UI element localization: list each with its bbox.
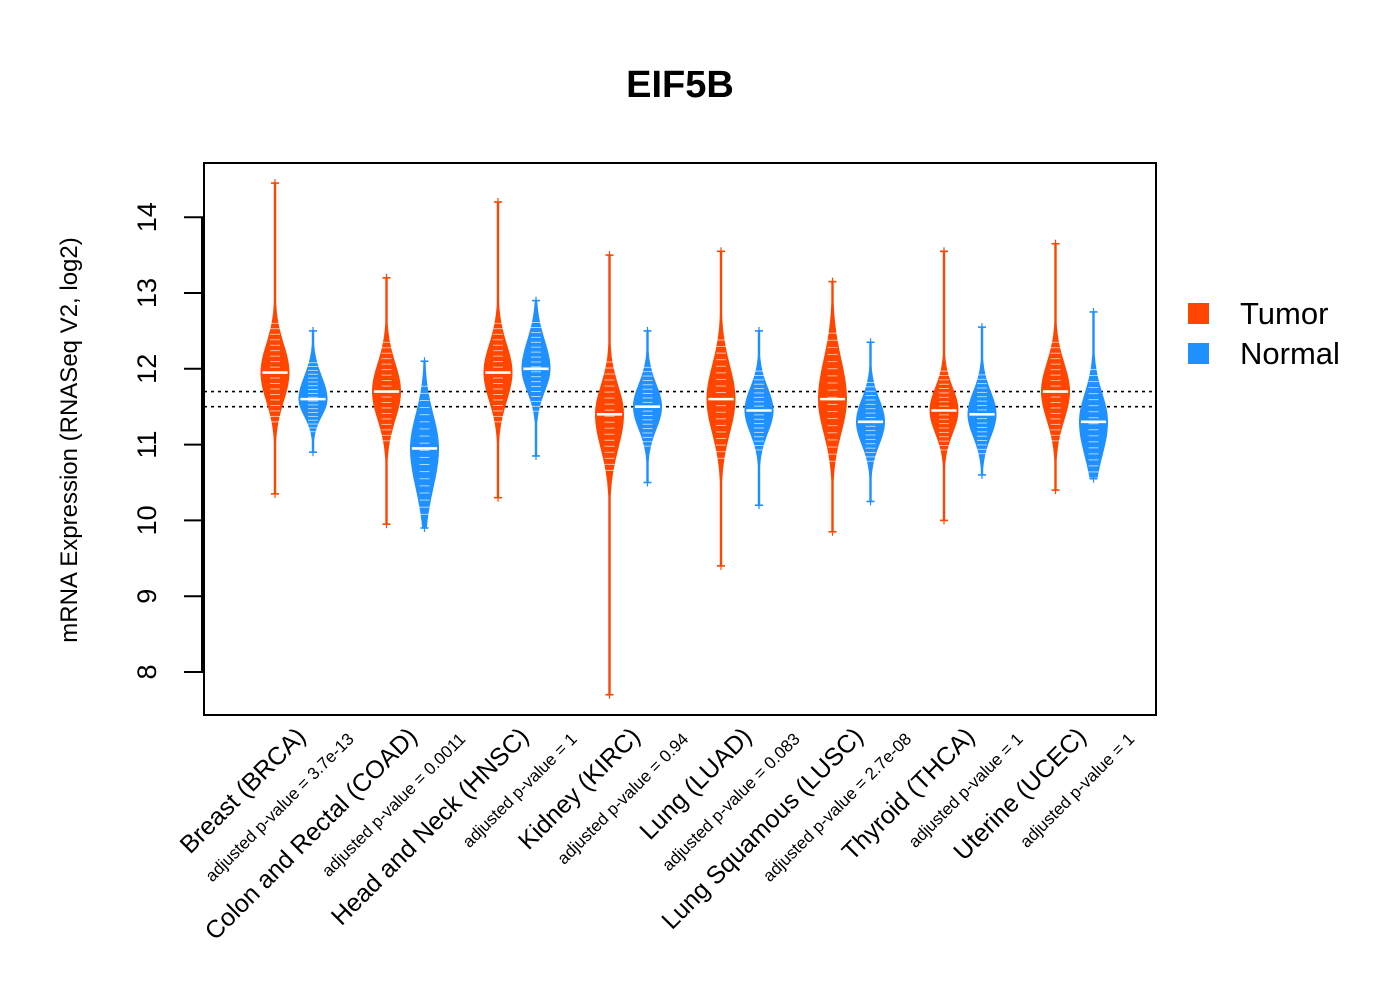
legend-label-normal: Normal: [1240, 336, 1340, 371]
x-category-label: Lung Squamous (LUSC): [656, 722, 868, 934]
tumor-violin-body: [483, 201, 513, 499]
tumor-violin: [594, 251, 625, 699]
tumor-violin-body: [706, 250, 736, 567]
normal-violin: [298, 326, 328, 457]
normal-violin-body: [298, 330, 328, 453]
normal-violin: [521, 296, 551, 460]
tumor-violin-body: [260, 182, 290, 495]
legend-swatch-normal: [1188, 343, 1209, 364]
plot-area: [203, 162, 1157, 716]
normal-violin: [855, 338, 886, 506]
tumor-violin-body: [1040, 243, 1071, 491]
tumor-violin-body: [929, 250, 959, 521]
legend-swatch-tumor: [1188, 303, 1209, 324]
tumor-violin: [929, 247, 959, 525]
tumor-violin-body: [594, 254, 625, 696]
normal-violin-body: [744, 330, 774, 506]
legend: Tumor Normal: [1188, 296, 1340, 371]
normal-violin: [410, 357, 439, 532]
x-category-label: Colon and Rectal (COAD): [200, 722, 423, 945]
y-tick-label: 10: [132, 505, 162, 535]
normal-violin-body: [521, 300, 551, 457]
tumor-violin: [260, 179, 290, 498]
y-axis-label: mRNA Expression (RNASeq V2, log2): [56, 237, 83, 643]
tumor-violin-body: [817, 281, 848, 533]
tumor-violin: [706, 247, 736, 570]
normal-violin: [1079, 307, 1108, 483]
x-category-label: Head and Neck (HNSC): [326, 722, 534, 930]
plot-frame: [203, 162, 1157, 716]
y-axis: 8 9 10 11 12 13 14: [132, 202, 204, 680]
tumor-violin: [371, 273, 402, 529]
y-tick-label: 9: [132, 589, 162, 604]
normal-violin: [967, 323, 997, 479]
y-tick-label: 8: [132, 664, 162, 679]
x-axis-labels: Breast (BRCA)adjusted p-value = 3.7e-13C…: [175, 722, 1139, 945]
normal-violin: [744, 326, 774, 510]
legend-label-tumor: Tumor: [1240, 296, 1328, 331]
y-tick-label: 12: [132, 354, 162, 384]
tumor-violin: [817, 277, 848, 536]
y-tick-label: 14: [132, 202, 162, 232]
tumor-violin: [1040, 239, 1071, 495]
y-tick-label: 11: [132, 431, 162, 459]
y-tick-label: 13: [132, 278, 162, 308]
chart-title: EIF5B: [626, 64, 734, 106]
normal-violin: [632, 326, 663, 487]
tumor-violin-body: [371, 277, 402, 525]
tumor-violin: [483, 198, 513, 502]
